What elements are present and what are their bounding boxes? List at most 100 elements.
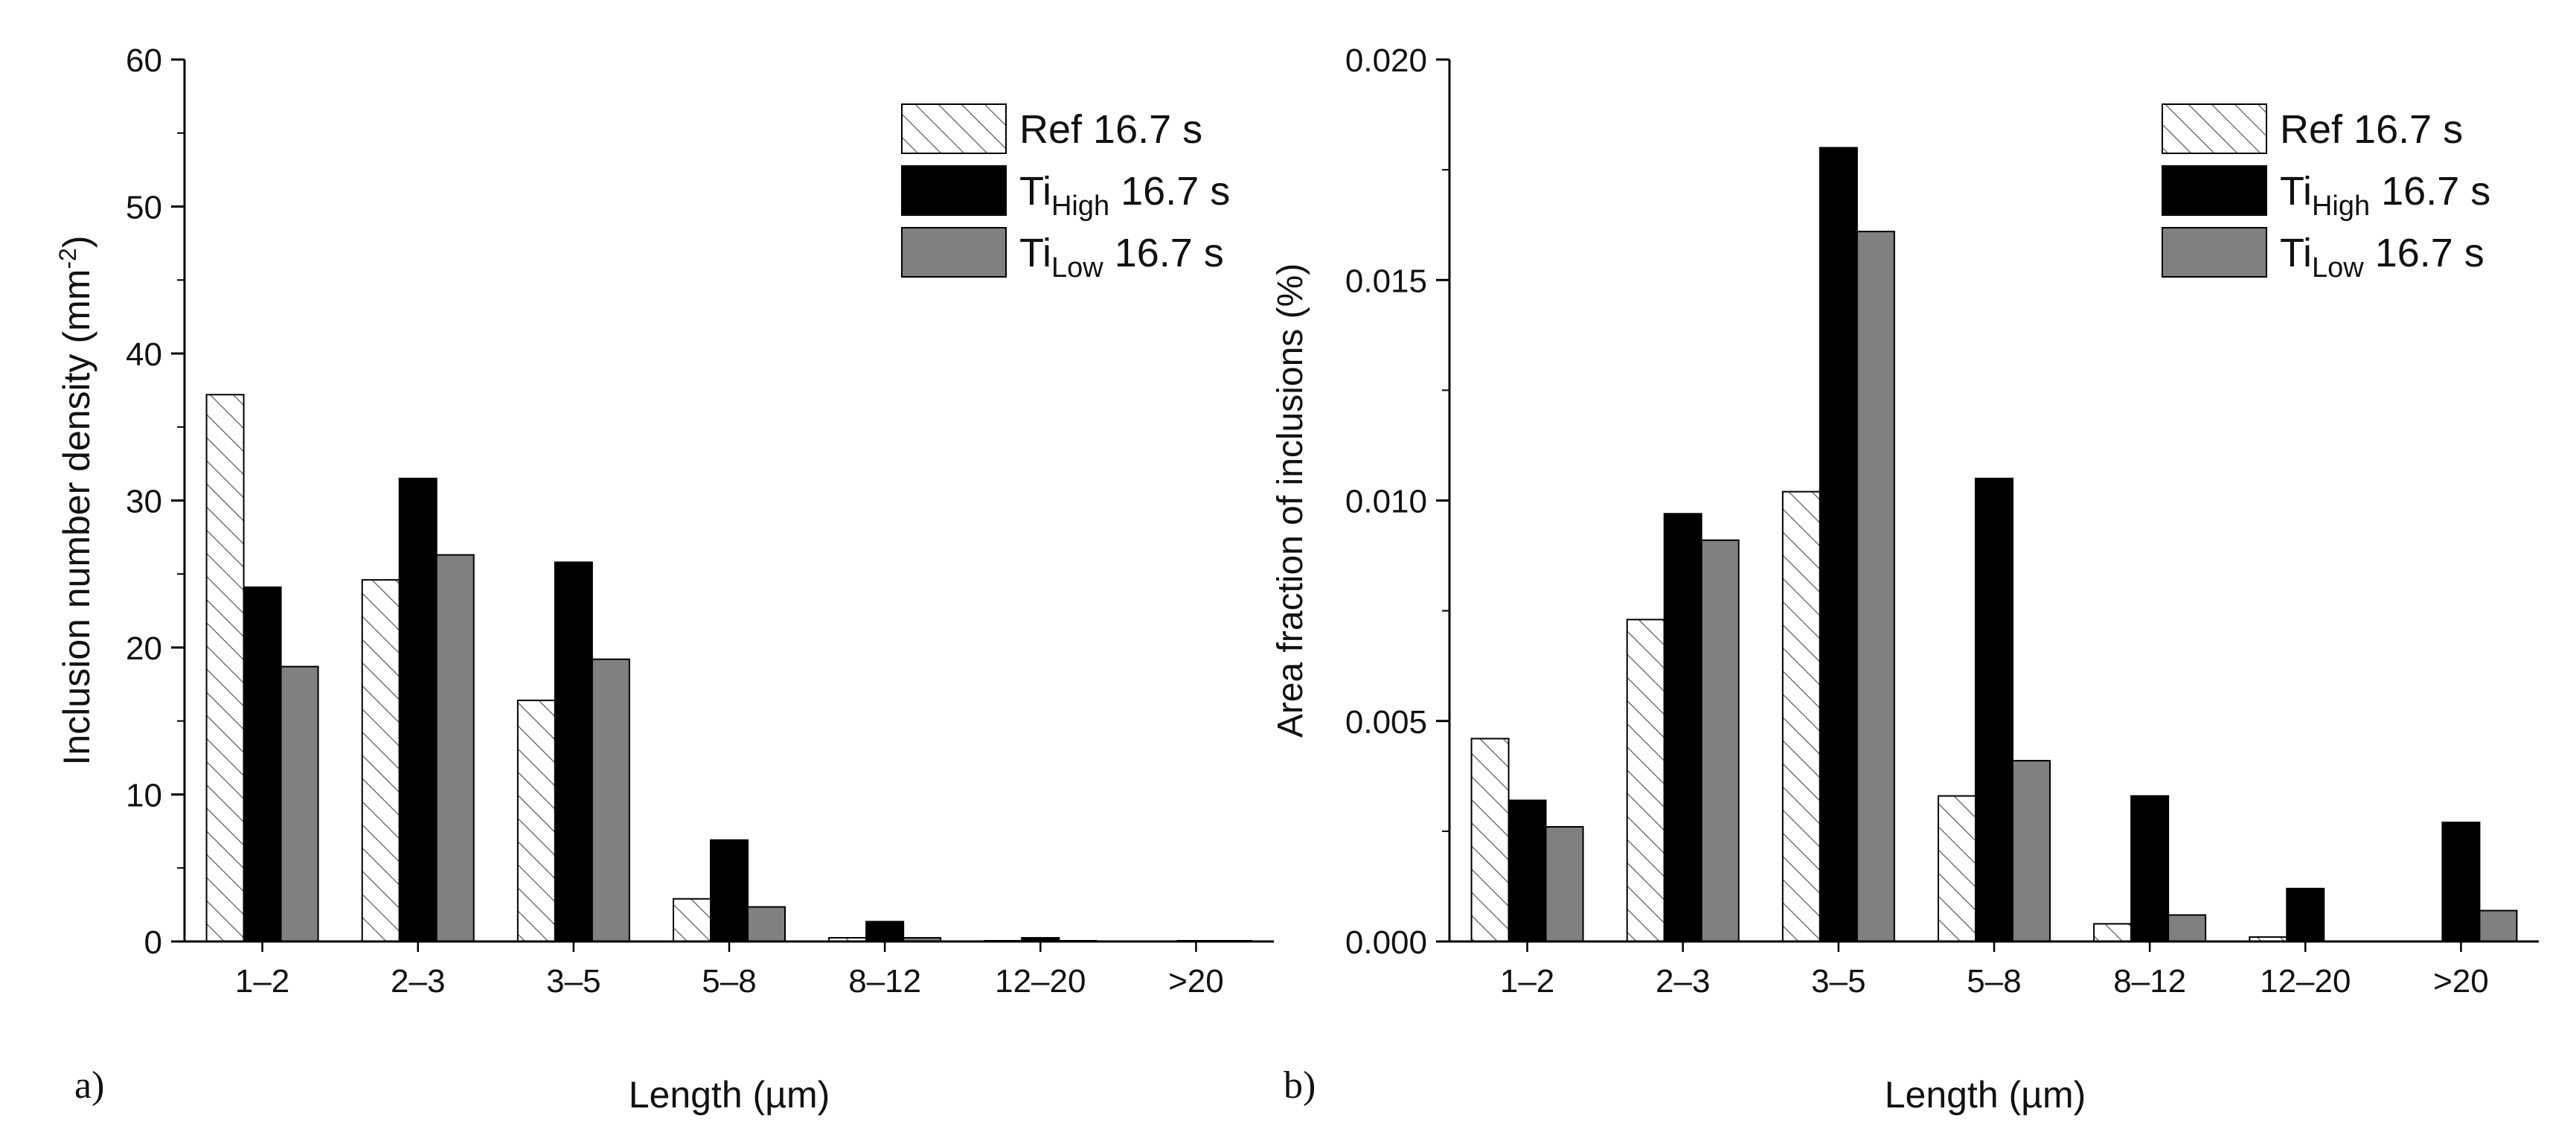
bars <box>1470 147 2518 943</box>
bar-hatch-4 <box>2093 923 2133 943</box>
legend-label: TiLow 16.7 s <box>1019 231 1224 284</box>
legend-swatch-black <box>2162 165 2267 216</box>
legend-swatch-hatch <box>901 103 1007 154</box>
legend-label-base: Ref <box>2280 107 2343 152</box>
x-tick-label: 1–2 <box>235 963 289 1000</box>
bar-black-0 <box>243 586 282 943</box>
legend-label: TiHigh 16.7 s <box>2280 169 2490 222</box>
panel-b-chart: 1–2 2–3 3–5 5–8 8–12 12–20 >20 0.000 0.005 0.010 0… <box>1271 42 2539 1116</box>
legend-label-sub: Low <box>1051 252 1103 284</box>
y-axis-label: Inclusion number density (mm-2) <box>54 235 97 765</box>
legend-label-sub: Low <box>2312 252 2364 284</box>
x-tick-label: 2–3 <box>1656 963 1710 1000</box>
bar-gray-0 <box>1545 825 1584 942</box>
panel-label: b) <box>1284 1064 1316 1107</box>
legend-label-tail: 16.7 s <box>1082 107 1202 152</box>
bar-black-0 <box>1508 799 1547 943</box>
legend-swatch-hatch <box>2162 103 2267 154</box>
y-tick-label: 0.005 <box>1345 704 1427 741</box>
bar-gray-0 <box>280 665 319 942</box>
bars <box>205 394 1253 943</box>
panel-a-chart: 1–2 2–3 3–5 5–8 8–12 12–20 >20 0 10 20 30 40 50 60 Inc… <box>54 42 1274 1116</box>
y-axis-label-sup: -2 <box>54 248 81 269</box>
bar-hatch-1 <box>1626 618 1665 942</box>
y-axis-label-text: Inclusion number density (mm <box>56 269 97 766</box>
bar-black-3 <box>710 839 749 942</box>
legend-label-base: Ti <box>1019 169 1051 214</box>
bar-hatch-3 <box>1938 795 1976 942</box>
x-tick-label: 5–8 <box>1967 963 2021 1000</box>
bar-gray-6 <box>2479 909 2518 943</box>
bar-hatch-0 <box>205 394 245 942</box>
legend-label-base: Ref <box>1019 107 1083 152</box>
bar-hatch-1 <box>361 579 400 943</box>
bar-black-1 <box>398 477 438 942</box>
legend-label-base: Ti <box>2280 169 2312 214</box>
bar-hatch-3 <box>673 898 711 942</box>
x-axis-label: Length (µm) <box>1885 1074 2086 1116</box>
y-axis-label-text: Area fraction of inclusions (%) <box>1271 263 1310 738</box>
y-axis-label-close: ) <box>56 235 97 248</box>
y-tick-label: 0.010 <box>1345 484 1427 520</box>
bar-hatch-2 <box>516 700 556 942</box>
bar-black-3 <box>1975 477 2013 942</box>
y-tick-label: 0.015 <box>1345 263 1427 299</box>
legend-label-tail: 16.7 s <box>1103 231 1224 275</box>
y-tick-label: 50 <box>126 190 162 226</box>
y-axis-label: Area fraction of inclusions (%) <box>1271 263 1310 738</box>
panel-label: a) <box>74 1064 104 1107</box>
bar-gray-1 <box>435 554 475 942</box>
x-tick-label: >20 <box>1168 963 1224 1000</box>
bar-black-6 <box>2441 822 2481 943</box>
legend-label-sub: High <box>1051 191 1109 222</box>
x-tick-label: 1–2 <box>1500 963 1554 1000</box>
y-tick-label: 0.020 <box>1345 42 1427 79</box>
x-tick-label: 8–12 <box>2113 963 2186 1000</box>
bar-black-2 <box>1819 147 1858 942</box>
x-tick-label: 12–20 <box>2260 963 2351 1000</box>
legend-label-base: Ti <box>2280 231 2312 275</box>
y-tick-label: 60 <box>126 42 162 79</box>
x-tick-label: 3–5 <box>1811 963 1865 1000</box>
y-tick-label: 40 <box>126 336 162 373</box>
legend-swatch-black <box>901 165 1007 216</box>
x-tick-label: 3–5 <box>546 963 600 1000</box>
x-tick-label: 5–8 <box>702 963 756 1000</box>
legend-label: Ref 16.7 s <box>2280 107 2463 152</box>
y-tick-label: 0 <box>144 924 162 961</box>
legend-label-base: Ti <box>1019 231 1051 275</box>
bar-gray-3 <box>747 906 786 943</box>
bar-gray-2 <box>591 658 630 942</box>
y-tick-label: 30 <box>126 484 162 520</box>
bar-gray-1 <box>1700 539 1740 942</box>
x-axis-label: Length (µm) <box>629 1074 830 1116</box>
x-tick-label: >20 <box>2433 963 2489 1000</box>
legend-label: Ref 16.7 s <box>1019 107 1202 152</box>
x-tick-label: 12–20 <box>995 963 1086 1000</box>
bar-hatch-2 <box>1781 490 1821 942</box>
legend-label-tail: 16.7 s <box>2370 169 2490 214</box>
legend-swatch-gray <box>2162 227 2267 278</box>
bar-black-4 <box>2130 795 2170 942</box>
bar-black-2 <box>554 561 593 942</box>
legend-label-tail: 16.7 s <box>2342 107 2463 152</box>
bar-black-5 <box>2286 887 2325 943</box>
y-tick-label: 10 <box>126 778 162 814</box>
legend-label-sub: High <box>2312 191 2370 222</box>
legend-label-tail: 16.7 s <box>1109 169 1230 214</box>
legend-label-tail: 16.7 s <box>2364 231 2484 275</box>
x-tick-label: 8–12 <box>848 963 921 1000</box>
bar-hatch-0 <box>1470 738 1510 942</box>
legend-label: TiLow 16.7 s <box>2280 231 2484 284</box>
bar-gray-3 <box>2012 760 2051 943</box>
x-tick-label: 2–3 <box>391 963 445 1000</box>
bar-black-1 <box>1663 513 1702 942</box>
bar-gray-2 <box>1856 231 1895 942</box>
legend-label: TiHigh 16.7 s <box>1019 169 1230 222</box>
y-tick-label: 20 <box>126 630 162 667</box>
bar-gray-4 <box>2168 914 2207 942</box>
y-tick-label: 0.000 <box>1345 924 1427 961</box>
